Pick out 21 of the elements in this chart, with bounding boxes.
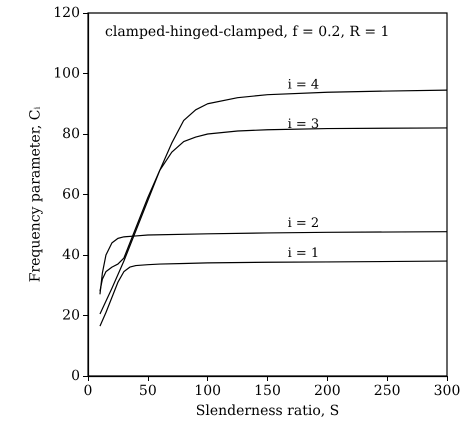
x-tick-label: 200 (314, 383, 341, 399)
y-tick-label: 0 (71, 368, 80, 384)
text: clamped-hinged-clamped, f = 0.2, R = 1 (105, 24, 390, 40)
x-tick-label: 300 (434, 383, 460, 399)
y-tick-label: 80 (62, 126, 80, 142)
x-axis-title: Slenderness ratio, S (196, 403, 340, 419)
series-label: i = 1 (288, 246, 320, 261)
x-tick-label: 250 (374, 383, 401, 399)
y-tick-label: 40 (62, 247, 80, 263)
y-axis-title: Frequency parameter, Cᵢ (27, 106, 44, 282)
y-tick-label: 60 (62, 186, 80, 202)
x-tick-label: 0 (84, 383, 92, 399)
x-tick-label: 150 (254, 383, 281, 399)
y-tick-label: 120 (53, 5, 80, 21)
series-label: i = 4 (288, 78, 320, 93)
y-tick-label: 100 (53, 66, 80, 82)
x-tick-label: 100 (194, 383, 222, 399)
y-tick-label: 20 (62, 308, 80, 324)
series-label: i = 3 (288, 117, 320, 132)
series-label: i = 2 (288, 216, 320, 231)
x-tick-label: 50 (138, 383, 157, 399)
